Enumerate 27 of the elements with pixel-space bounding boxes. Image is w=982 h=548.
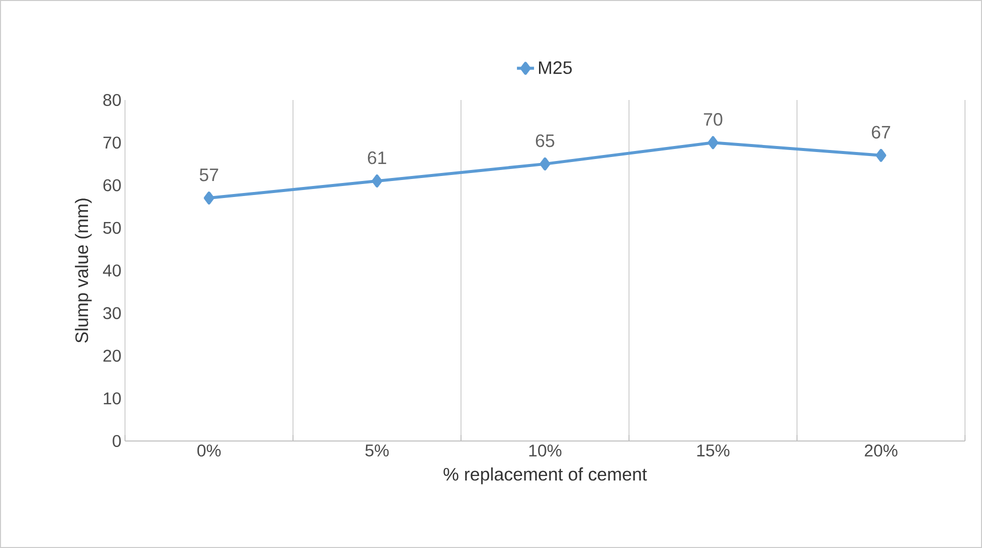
data-label: 67 <box>872 126 890 139</box>
y-axis-title: Slump value (mm) <box>74 198 92 343</box>
data-label: 57 <box>200 168 218 182</box>
y-tick-label: 10 <box>104 392 121 404</box>
point <box>708 136 718 150</box>
y-tick-label: 70 <box>103 136 121 149</box>
data-label: 65 <box>536 134 554 148</box>
y-tick-label: 60 <box>103 179 121 192</box>
x-axis-title: % replacement of cement <box>444 467 647 484</box>
x-tick-label: 20% <box>864 444 898 457</box>
data-label: 61 <box>368 151 386 164</box>
y-tick-label: 50 <box>103 222 121 234</box>
y-tick-label: 20 <box>103 350 121 362</box>
point <box>204 192 214 205</box>
point <box>876 148 886 162</box>
y-tick-label: 40 <box>102 264 121 277</box>
legend-label: M25 <box>539 61 572 74</box>
data-label: 70 <box>704 113 722 126</box>
y-tick-label: 0 <box>112 434 121 448</box>
x-tick-label: 10% <box>529 444 562 457</box>
y-tick-label: 30 <box>103 307 121 320</box>
y-tick-label: 80 <box>103 94 121 106</box>
x-tick-label: 15% <box>697 444 730 456</box>
x-tick-label: 0% <box>197 444 221 457</box>
point <box>540 157 550 170</box>
point <box>372 174 382 188</box>
x-tick-label: 5% <box>365 444 389 456</box>
